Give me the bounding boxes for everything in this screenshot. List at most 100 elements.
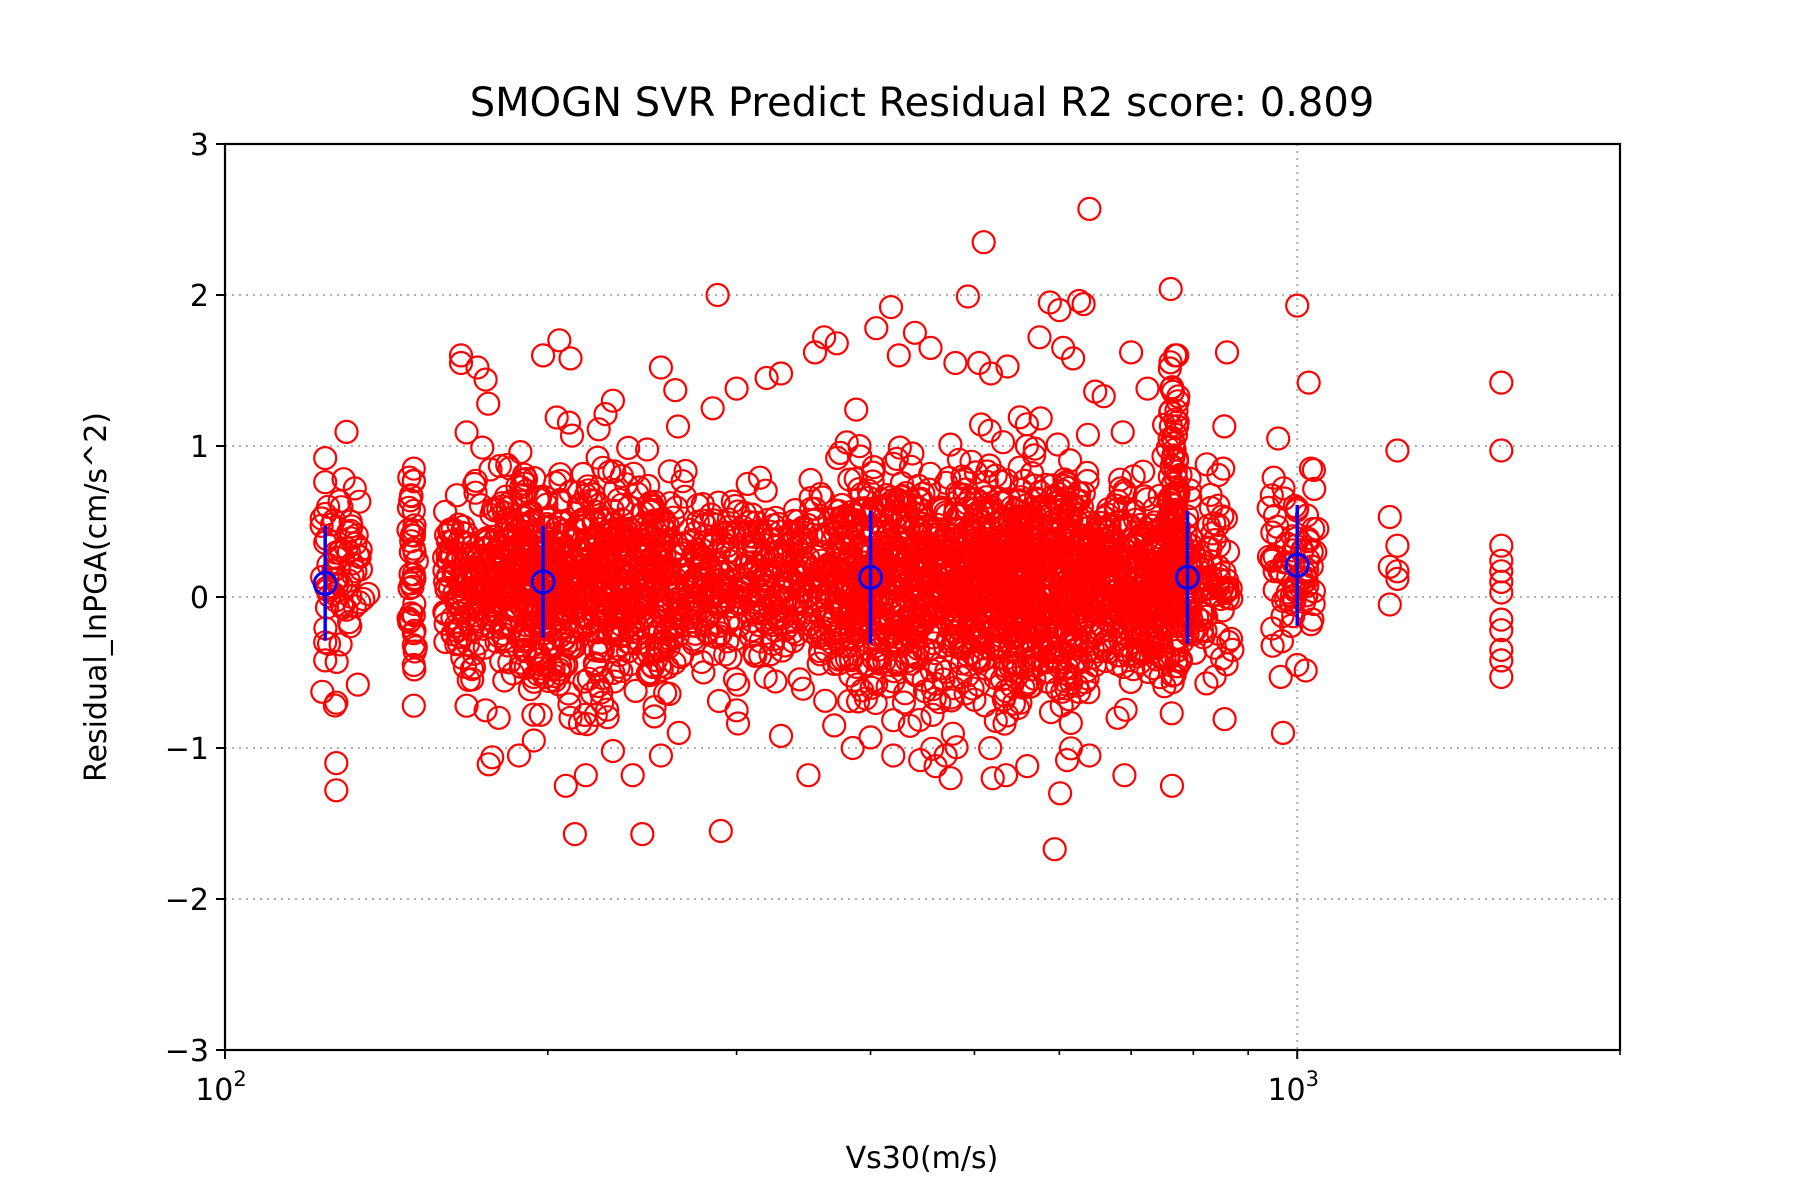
residual-point <box>576 666 602 691</box>
residual-point <box>1166 515 1192 540</box>
residual-point <box>473 698 498 723</box>
residual-point <box>573 763 598 788</box>
residual-point <box>978 735 1003 761</box>
residual-point <box>803 574 829 599</box>
residual-point <box>595 705 620 730</box>
residual-point <box>827 530 852 555</box>
residual-point <box>844 605 870 630</box>
residual-point <box>753 664 778 690</box>
residual-point <box>559 423 585 448</box>
residual-point <box>811 325 837 350</box>
residual-point <box>432 599 457 625</box>
y-axis-label: Residual_lnPGA(cm/s^2) <box>79 412 114 782</box>
residual-point <box>602 669 627 694</box>
residual-point <box>824 331 849 356</box>
residual-point <box>1079 645 1105 670</box>
residual-point <box>1113 638 1138 663</box>
y-tick-label: 1 <box>190 430 209 465</box>
residual-point <box>946 447 972 472</box>
residual-point <box>1489 607 1514 632</box>
residual-point <box>665 414 691 439</box>
residual-point <box>455 631 481 657</box>
residual-point <box>1098 609 1123 634</box>
residual-point <box>570 461 596 487</box>
residual-point <box>399 522 424 548</box>
residual-point <box>807 558 833 583</box>
residual-point <box>446 631 471 656</box>
residual-point <box>944 480 970 505</box>
residual-point <box>960 676 985 701</box>
residual-point <box>1266 426 1291 451</box>
residual-point <box>843 466 868 492</box>
residual-point <box>1071 292 1096 317</box>
residual-point <box>1112 763 1137 788</box>
residual-point <box>1056 529 1082 554</box>
residual-point <box>945 624 970 649</box>
residual-point <box>1282 588 1307 614</box>
residual-point <box>558 705 583 730</box>
residual-point <box>715 533 740 558</box>
residual-point <box>1091 384 1116 409</box>
residual-point <box>615 629 640 655</box>
residual-point <box>1278 613 1304 639</box>
residual-point <box>615 639 641 664</box>
residual-point <box>628 630 653 655</box>
residual-point <box>989 547 1014 572</box>
residual-point <box>1298 612 1324 637</box>
residual-point <box>899 607 925 632</box>
residual-point <box>513 654 538 679</box>
residual-point <box>1042 837 1067 862</box>
residual-point <box>863 690 888 716</box>
residual-point <box>579 681 605 706</box>
residual-point <box>309 513 334 538</box>
residual-point <box>547 328 572 353</box>
residual-point <box>594 697 620 722</box>
residual-point <box>680 627 706 652</box>
residual-point <box>511 462 537 487</box>
residual-point <box>562 821 588 847</box>
residual-point <box>1158 350 1183 375</box>
residual-point <box>451 514 476 539</box>
residual-point <box>886 343 911 368</box>
residual-point <box>1102 614 1128 639</box>
residual-point <box>530 343 556 368</box>
residual-point <box>1012 615 1038 640</box>
residual-point <box>954 598 980 623</box>
residual-point <box>401 468 426 493</box>
residual-point <box>975 588 1000 613</box>
residual-points <box>309 196 1514 862</box>
residual-point <box>1193 618 1218 644</box>
residual-point <box>970 546 995 571</box>
residual-point <box>878 295 904 320</box>
residual-point <box>971 230 996 255</box>
residual-point <box>895 506 921 532</box>
residual-point <box>648 743 674 768</box>
residual-point <box>609 576 635 601</box>
residual-point <box>768 723 794 749</box>
residual-point <box>1118 669 1143 695</box>
residual-point <box>1007 455 1032 480</box>
residual-point <box>940 544 965 569</box>
residual-point <box>874 588 899 613</box>
residual-point <box>666 720 691 746</box>
residual-point <box>733 519 759 544</box>
residual-point <box>935 625 961 651</box>
residual-point <box>1171 579 1197 605</box>
residual-point <box>813 688 838 713</box>
residual-point <box>864 316 889 341</box>
residual-point <box>838 663 863 688</box>
x-tick-label: 102 <box>195 1067 247 1108</box>
residual-point <box>1385 533 1410 558</box>
residual-point <box>837 467 862 492</box>
residual-point <box>448 350 474 376</box>
residual-point <box>1060 346 1086 371</box>
residual-point <box>588 516 613 542</box>
residual-point <box>997 621 1022 646</box>
residual-point <box>472 546 497 571</box>
residual-point <box>828 505 854 530</box>
residual-point <box>754 365 779 391</box>
residual-point <box>882 540 908 565</box>
residual-point <box>1100 551 1125 577</box>
residual-point <box>1087 510 1113 536</box>
residual-point <box>528 702 553 727</box>
